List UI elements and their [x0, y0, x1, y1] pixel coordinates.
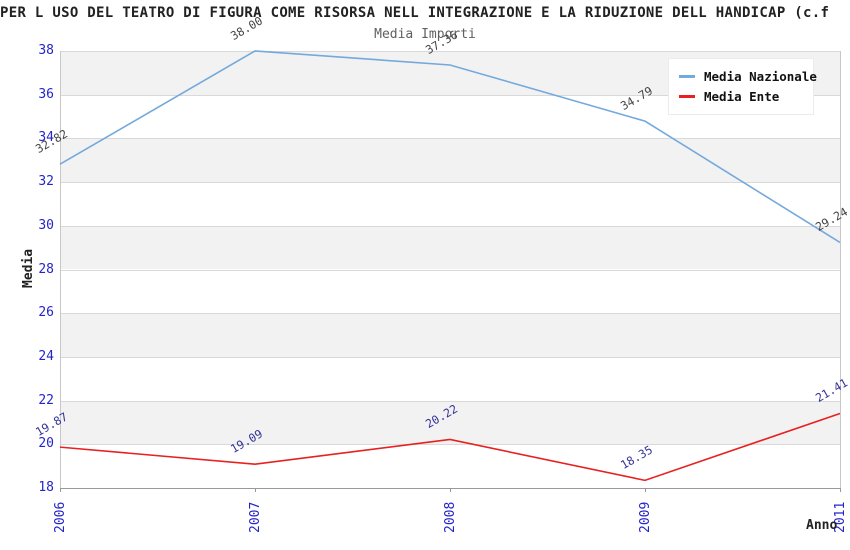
x-axis-title: Anno [806, 518, 838, 533]
gridline [60, 138, 840, 140]
y-tick-label: 24 [38, 348, 54, 364]
y-tick-label: 28 [38, 261, 54, 277]
gridline [60, 400, 840, 402]
series-line-media-ente [59, 412, 841, 482]
legend: Media Nazionale Media Ente [668, 58, 817, 115]
y-tick-label: 32 [38, 174, 54, 190]
legend-line-swatch-blue [679, 74, 695, 78]
gridline [60, 444, 840, 446]
legend-label: Media Ente [704, 88, 780, 104]
legend-label: Media Nazionale [704, 68, 817, 84]
plot-band [60, 400, 840, 445]
y-tick-label: 22 [38, 392, 54, 408]
y-tick-label: 36 [38, 86, 54, 102]
y-tick-label: 20 [38, 436, 54, 452]
x-tick-mark [840, 488, 841, 492]
y-tick-label: 18 [38, 480, 54, 495]
gridline [60, 313, 840, 315]
chart-subtitle: Media Importi [374, 27, 476, 42]
series-line-media-nazionale [59, 50, 841, 244]
x-tick-mark [450, 488, 451, 492]
y-axis-title: Media [21, 248, 36, 288]
x-tick-mark [60, 488, 61, 492]
y-tick-label: 30 [38, 217, 54, 233]
gridline [60, 94, 840, 96]
plot-band [60, 225, 840, 270]
plot-band [60, 313, 840, 357]
gridline [60, 356, 840, 358]
gridline [60, 182, 840, 184]
chart-title: PER L USO DEL TEATRO DI FIGURA COME RISO… [0, 5, 830, 21]
gridline [60, 269, 840, 271]
gridline [60, 51, 840, 52]
y-tick-label: 34 [38, 130, 54, 146]
y-tick-label: 38 [38, 43, 54, 58]
x-tick-mark [255, 488, 256, 492]
y-tick-label: 26 [38, 305, 54, 321]
plot-border [60, 51, 61, 488]
gridline [60, 225, 840, 227]
x-tick-mark [645, 488, 646, 492]
legend-line-swatch-red [679, 94, 695, 98]
plot-border [840, 51, 841, 488]
legend-item-media-nazionale: Media Nazionale [679, 66, 817, 86]
legend-item-media-ente: Media Ente [679, 86, 803, 106]
plot-band [60, 138, 840, 183]
